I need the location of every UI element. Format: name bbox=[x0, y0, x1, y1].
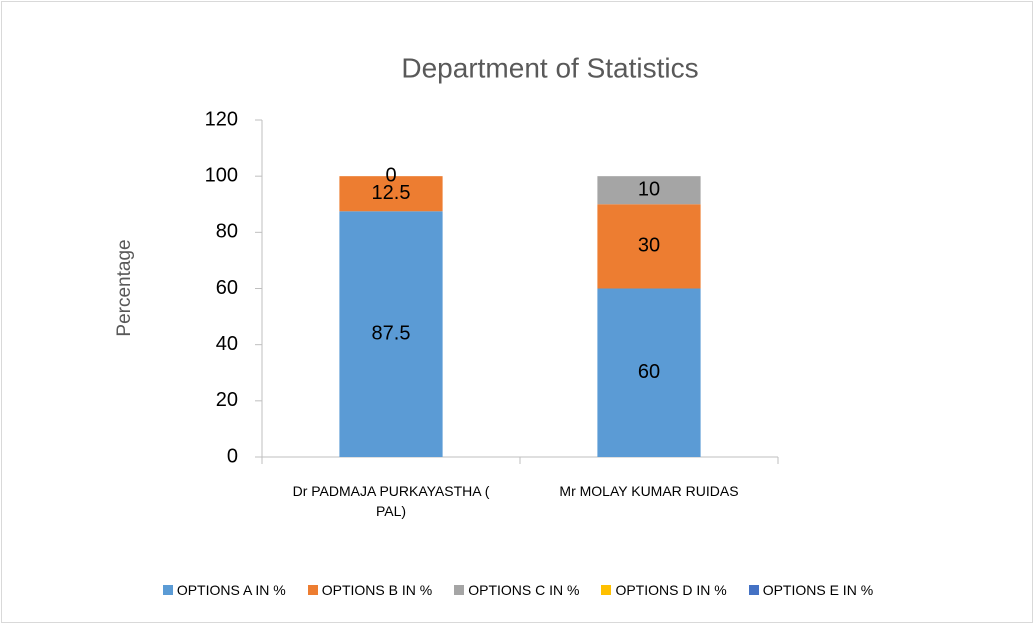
legend-label: OPTIONS B IN % bbox=[321, 582, 433, 598]
legend-swatch bbox=[307, 585, 318, 595]
legend-swatch bbox=[601, 585, 612, 595]
data-label: 0 bbox=[385, 164, 396, 186]
data-label: 12.5 bbox=[372, 182, 411, 204]
y-tick-label: 20 bbox=[216, 389, 238, 411]
data-label: 60 bbox=[638, 361, 660, 383]
legend-swatch bbox=[162, 585, 173, 595]
x-tick-label: Dr PADMAJA PURKAYASTHA ( PAL) bbox=[292, 483, 490, 519]
chart-title: Department of Statistics bbox=[401, 52, 698, 83]
bar-segment bbox=[339, 176, 443, 212]
legend: OPTIONS A IN % OPTIONS B IN % OPTIONS C IN… bbox=[0, 582, 1036, 598]
legend-swatch bbox=[748, 585, 759, 595]
legend-label: OPTIONS C IN % bbox=[468, 582, 580, 598]
y-axis-label: Percentage bbox=[114, 239, 135, 336]
y-tick-label: 60 bbox=[216, 277, 238, 299]
y-tick-label: 100 bbox=[205, 164, 238, 186]
legend-label: OPTIONS A IN % bbox=[176, 582, 286, 598]
bar-segment bbox=[339, 211, 443, 457]
legend-item: OPTIONS A IN % bbox=[162, 582, 286, 598]
data-label: 30 bbox=[638, 235, 660, 257]
legend-item: OPTIONS B IN % bbox=[307, 582, 433, 598]
legend-label: OPTIONS D IN % bbox=[615, 582, 727, 598]
bar-segment bbox=[597, 204, 701, 289]
bar-segment bbox=[597, 288, 701, 457]
y-tick-label: 0 bbox=[227, 445, 238, 467]
legend-item: OPTIONS C IN % bbox=[454, 582, 579, 598]
bar-segment bbox=[597, 176, 701, 205]
legend-label: OPTIONS E IN % bbox=[762, 582, 874, 598]
x-tick-label: Mr MOLAY KUMAR RUIDAS bbox=[559, 483, 739, 499]
data-label: 10 bbox=[638, 178, 660, 200]
y-tick-label: 80 bbox=[216, 221, 238, 243]
data-label: 87.5 bbox=[372, 322, 411, 344]
y-tick-label: 120 bbox=[205, 108, 238, 130]
legend-item: OPTIONS D IN % bbox=[601, 582, 727, 598]
y-tick-label: 40 bbox=[216, 333, 238, 355]
legend-swatch bbox=[454, 585, 465, 595]
legend-item: OPTIONS E IN % bbox=[748, 582, 874, 598]
